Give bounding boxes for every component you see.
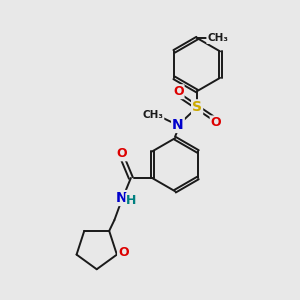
Text: O: O <box>173 85 184 98</box>
Text: O: O <box>118 246 129 259</box>
Text: CH₃: CH₃ <box>207 33 228 43</box>
Text: N: N <box>115 191 127 205</box>
Text: H: H <box>126 194 137 207</box>
Text: CH₃: CH₃ <box>142 110 164 120</box>
Text: N: N <box>172 118 184 132</box>
Text: S: S <box>192 100 202 114</box>
Text: O: O <box>117 147 128 160</box>
Text: O: O <box>211 116 221 129</box>
